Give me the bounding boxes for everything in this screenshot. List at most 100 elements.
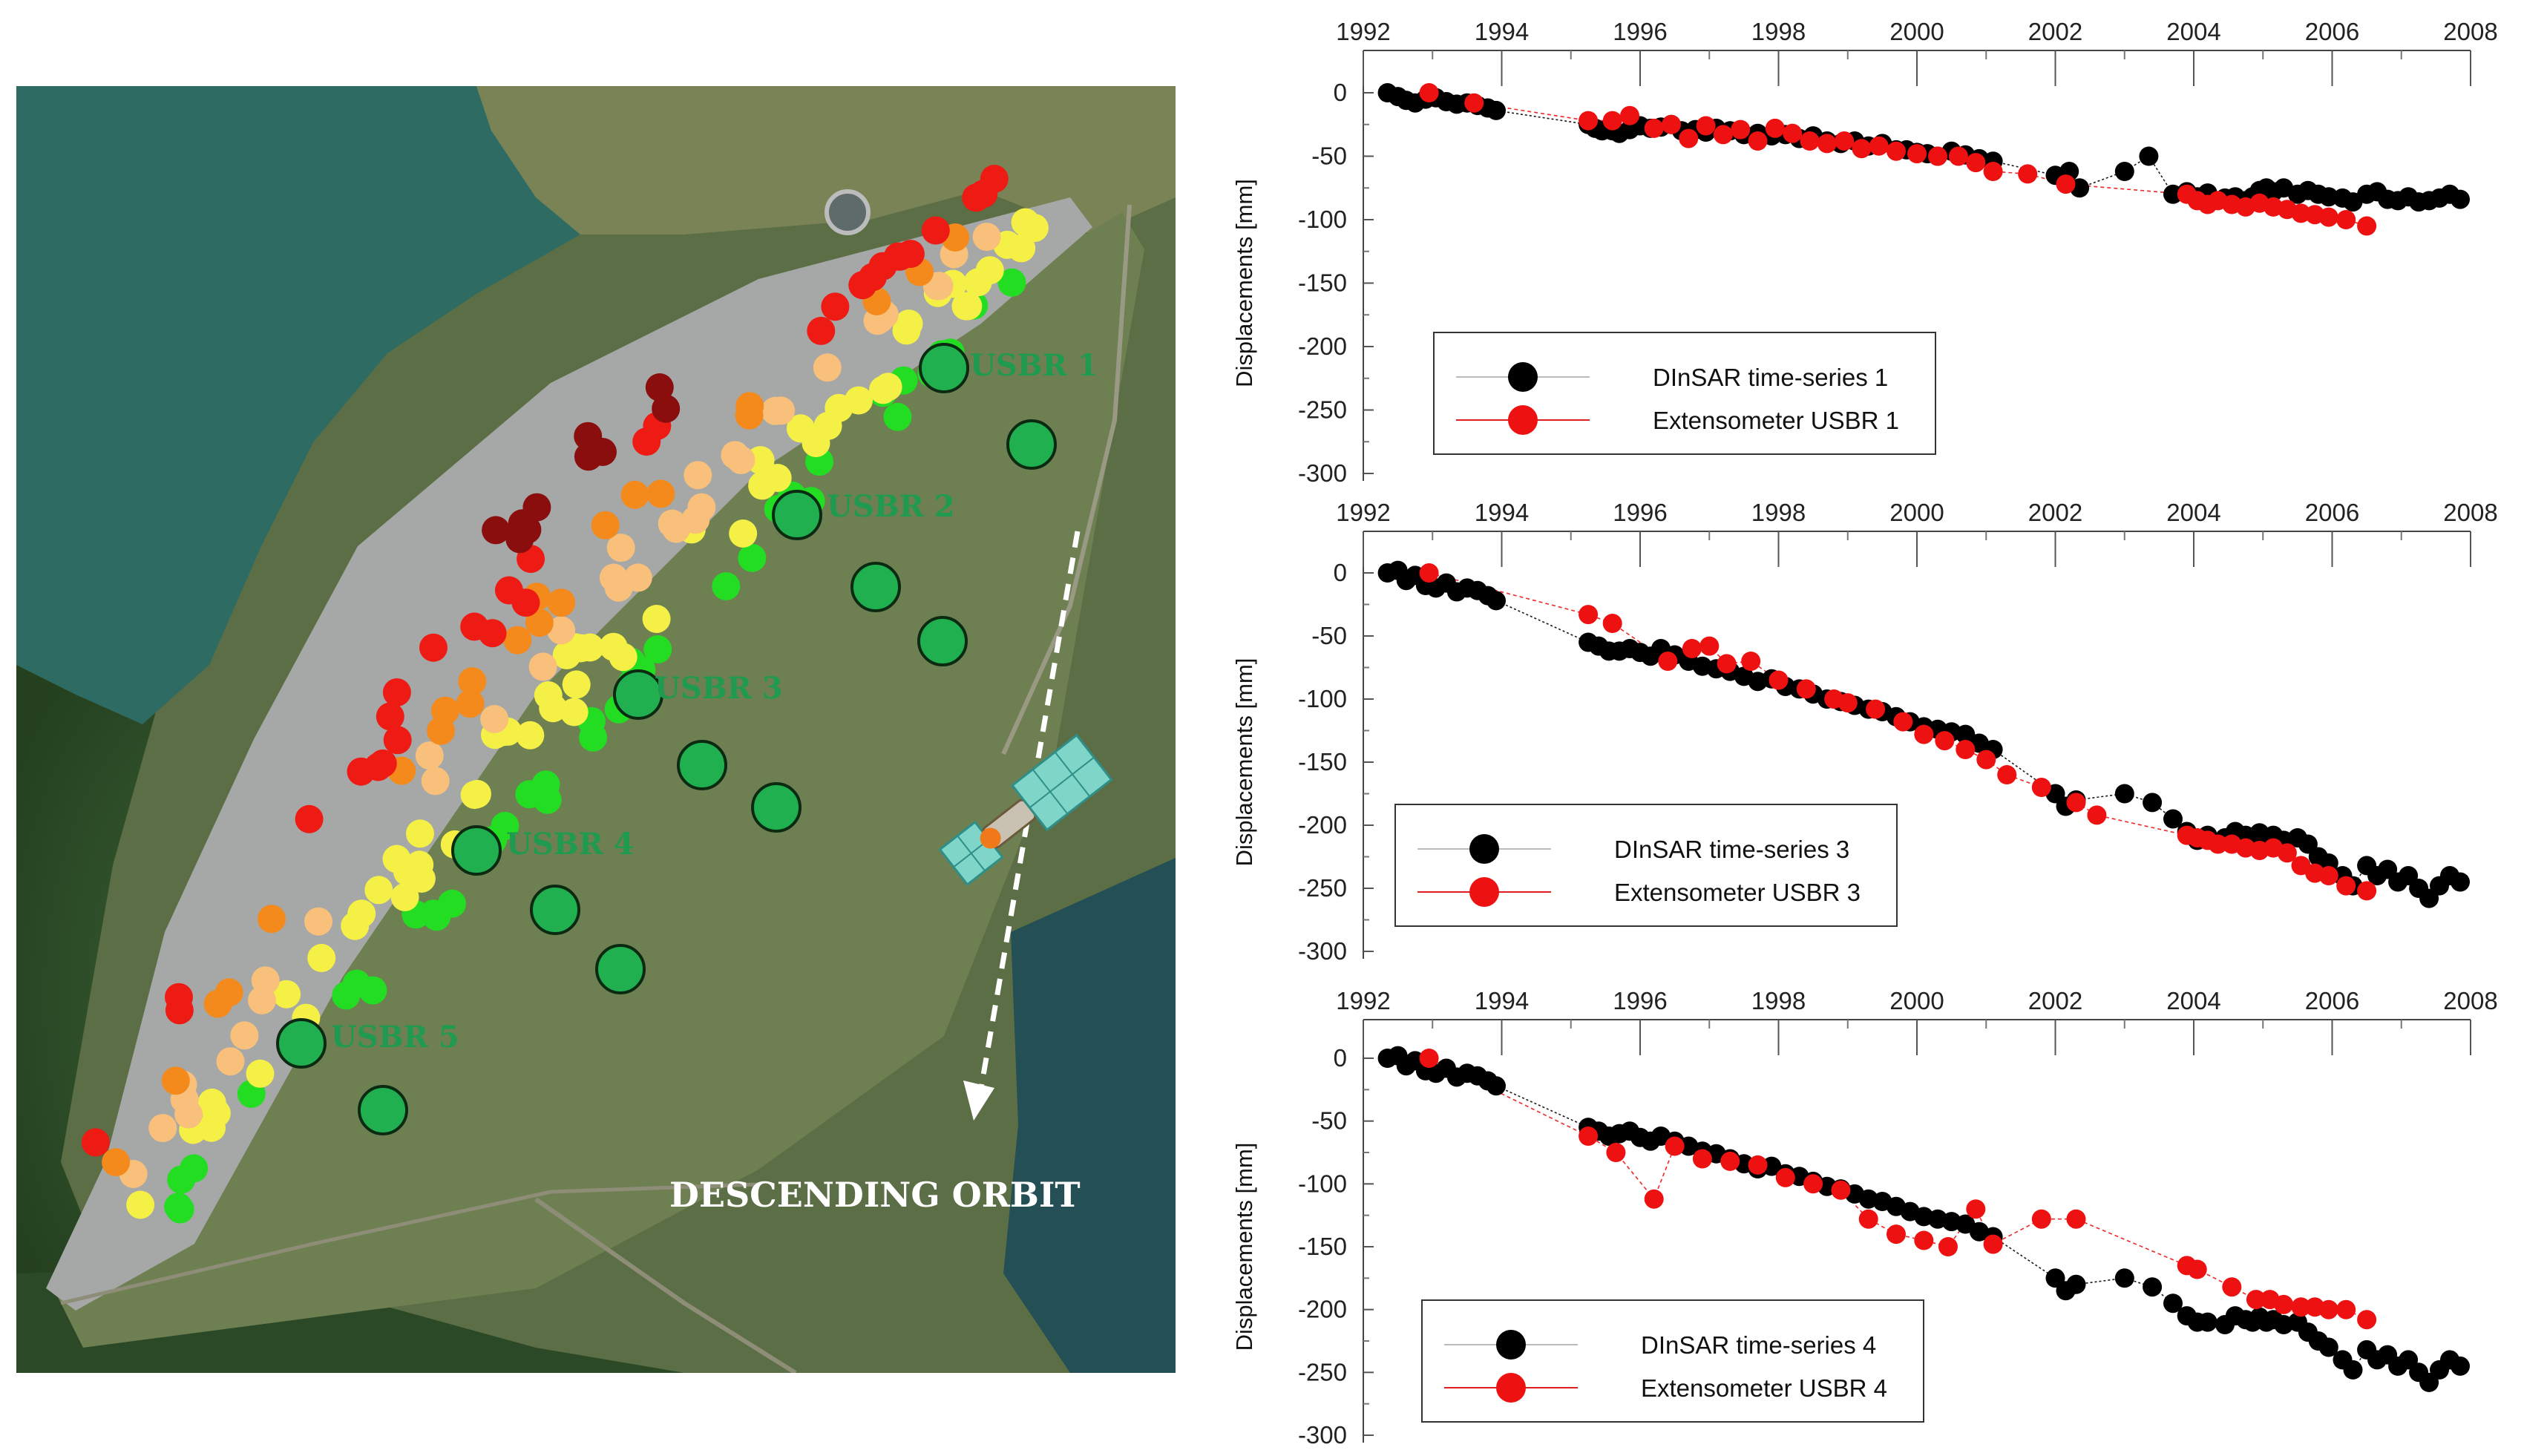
ps-point bbox=[729, 519, 758, 548]
x-tick-label: 1994 bbox=[1475, 499, 1529, 526]
data-point bbox=[2291, 203, 2311, 223]
y-tick-label: 0 bbox=[1334, 1044, 1347, 1072]
legend-box bbox=[1394, 804, 1898, 927]
station-label: USBR 3 bbox=[655, 671, 783, 706]
y-axis-label: Displacements [mm] bbox=[1231, 1143, 1257, 1351]
data-point bbox=[1644, 118, 1664, 138]
x-tick-label: 2008 bbox=[2443, 987, 2497, 1014]
ps-point bbox=[721, 441, 750, 470]
data-point bbox=[1419, 1049, 1439, 1068]
x-tick-label: 1998 bbox=[1751, 987, 1806, 1014]
ps-point bbox=[883, 402, 912, 431]
dam-satellite-map: USBR 1 USBR 2 USBR 3 USBR 4 USBR 5 DESCENDIN… bbox=[16, 86, 1176, 1373]
ps-point bbox=[508, 509, 537, 538]
data-point bbox=[1602, 614, 1622, 633]
legend-label: Extensometer USBR 1 bbox=[1653, 407, 1899, 434]
extensometer-marker bbox=[595, 944, 646, 994]
legend-box bbox=[1433, 332, 1936, 455]
ps-point bbox=[712, 572, 741, 600]
data-point bbox=[1858, 1209, 1878, 1229]
ps-point bbox=[347, 757, 376, 786]
ps-point bbox=[825, 393, 853, 422]
chart-usbr4: 1992 1994 1996 1998 2000 2002 2004 2006 2008 0 -50… bbox=[1187, 965, 2524, 1456]
data-point bbox=[1907, 144, 1927, 164]
ps-point bbox=[975, 256, 1004, 285]
reservoir-water bbox=[16, 86, 580, 724]
legend-label: Extensometer USBR 4 bbox=[1641, 1374, 1887, 1402]
x-tick-label: 1996 bbox=[1613, 499, 1667, 526]
data-point bbox=[2291, 1297, 2311, 1317]
extensometer-marker bbox=[677, 740, 727, 790]
data-point bbox=[2246, 1290, 2266, 1310]
data-point bbox=[2318, 1299, 2338, 1319]
y-tick-label: -200 bbox=[1298, 1296, 1347, 1323]
extensometer-marker bbox=[530, 885, 580, 935]
data-point bbox=[1579, 605, 1599, 625]
ps-point bbox=[969, 180, 998, 209]
ps-point bbox=[342, 969, 371, 998]
ps-point bbox=[482, 516, 511, 545]
y-axis-label: Displacements [mm] bbox=[1231, 179, 1257, 387]
ps-point bbox=[494, 576, 523, 605]
ps-point bbox=[735, 392, 764, 421]
data-point bbox=[2114, 1268, 2134, 1288]
x-tick-label: 2006 bbox=[2305, 987, 2359, 1014]
data-point bbox=[2318, 187, 2338, 207]
data-point bbox=[1775, 1167, 1795, 1187]
station-label: USBR 4 bbox=[506, 827, 635, 862]
ps-point bbox=[552, 640, 581, 669]
ps-point bbox=[165, 996, 194, 1025]
data-point bbox=[1887, 1224, 1906, 1245]
data-point bbox=[2163, 809, 2183, 829]
data-point bbox=[1692, 1149, 1712, 1169]
ps-point bbox=[591, 511, 620, 540]
ps-point bbox=[951, 292, 980, 321]
ps-point bbox=[579, 723, 608, 752]
y-tick-label: -300 bbox=[1298, 459, 1347, 482]
x-tick-label: 2000 bbox=[1889, 18, 1944, 45]
ps-point bbox=[606, 534, 635, 563]
data-point bbox=[1796, 679, 1816, 699]
legend-marker bbox=[1508, 405, 1538, 435]
legend-label: DInSAR time-series 1 bbox=[1653, 364, 1888, 391]
data-point bbox=[1914, 1230, 1934, 1250]
data-point bbox=[1928, 146, 1947, 166]
ps-point bbox=[560, 698, 589, 727]
x-tick-label: 1992 bbox=[1336, 987, 1390, 1014]
data-point bbox=[1486, 591, 1506, 611]
ps-point bbox=[896, 240, 925, 269]
ps-point bbox=[516, 721, 545, 750]
ps-point bbox=[503, 626, 532, 655]
ps-point bbox=[368, 749, 397, 778]
ps-point bbox=[407, 865, 436, 893]
data-point bbox=[2277, 843, 2297, 863]
x-tick-label: 2004 bbox=[2166, 987, 2220, 1014]
data-point bbox=[2143, 793, 2163, 813]
ps-point bbox=[427, 716, 456, 745]
x-tick-label: 2002 bbox=[2028, 987, 2082, 1014]
ps-point bbox=[547, 616, 576, 645]
data-point bbox=[2114, 162, 2134, 181]
data-point bbox=[1602, 111, 1622, 131]
ps-point bbox=[763, 464, 792, 492]
ps-point bbox=[364, 876, 393, 905]
y-tick-label: -300 bbox=[1298, 937, 1347, 965]
data-point bbox=[1976, 750, 1996, 770]
data-point bbox=[1662, 114, 1681, 134]
data-point bbox=[2066, 1274, 2086, 1294]
ps-point bbox=[419, 633, 448, 662]
extensometer-marker bbox=[276, 1018, 327, 1069]
data-point bbox=[1938, 1237, 1958, 1256]
ps-point bbox=[382, 678, 411, 706]
x-tick-label: 1996 bbox=[1613, 18, 1667, 45]
data-point bbox=[1831, 1180, 1851, 1200]
y-tick-label: -150 bbox=[1298, 748, 1347, 775]
legend-marker bbox=[1496, 1373, 1526, 1403]
ps-point bbox=[161, 1066, 190, 1095]
x-tick-label: 2006 bbox=[2305, 499, 2359, 526]
extensometer-marker bbox=[917, 616, 968, 666]
road bbox=[534, 1197, 797, 1373]
data-point bbox=[2336, 1299, 2356, 1319]
ps-point bbox=[180, 1154, 209, 1183]
ps-point bbox=[652, 394, 681, 423]
